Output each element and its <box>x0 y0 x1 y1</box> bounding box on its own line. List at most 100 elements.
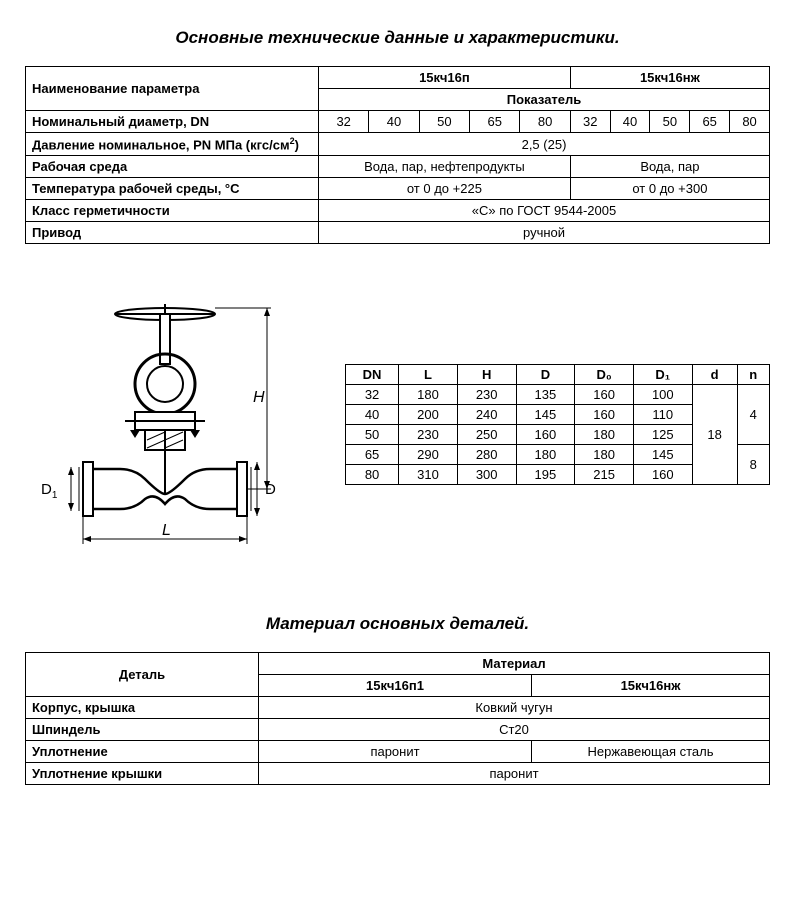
spec-cell: 65 <box>470 111 520 133</box>
dim-cell: 145 <box>633 444 692 464</box>
mat-model2-header: 15кч16нж <box>532 675 770 697</box>
specs-indicator-header: Показатель <box>319 89 770 111</box>
dim-d-cell: 18 <box>692 384 737 484</box>
dim-cell: 215 <box>575 464 634 484</box>
mat-label: Корпус, крышка <box>26 697 259 719</box>
dim-cell: 110 <box>633 404 692 424</box>
dim-D: D <box>265 481 276 498</box>
spec-cell: 80 <box>730 111 770 133</box>
spec-label: Давление номинальное, PN МПа (кгс/см2) <box>26 133 319 156</box>
spec-label: Температура рабочей среды, °С <box>26 178 319 200</box>
spec-value: 2,5 (25) <box>319 133 770 156</box>
spec-cell: 65 <box>690 111 730 133</box>
table-row: Давление номинальное, PN МПа (кгс/см2) 2… <box>26 133 770 156</box>
dim-cell: 160 <box>633 464 692 484</box>
spec-value: «С» по ГОСТ 9544-2005 <box>319 200 770 222</box>
table-row: Номинальный диаметр, DN 32 40 50 65 80 3… <box>26 111 770 133</box>
spec-cell: 50 <box>419 111 469 133</box>
dim-cell: 160 <box>575 404 634 424</box>
spec-label: Номинальный диаметр, DN <box>26 111 319 133</box>
dim-cell: 280 <box>457 444 516 464</box>
mat-part-header: Деталь <box>26 653 259 697</box>
dim-cell: 230 <box>399 424 458 444</box>
mat-material-header: Материал <box>259 653 770 675</box>
mat-value: Ковкий чугун <box>259 697 770 719</box>
mat-value: паронит <box>259 741 532 763</box>
dim-cell: 195 <box>516 464 575 484</box>
spec-value: Вода, пар <box>570 156 769 178</box>
materials-title: Материал основных деталей. <box>25 614 770 634</box>
table-row: 32 180 230 135 160 100 18 4 <box>346 384 770 404</box>
dim-header: H <box>457 364 516 384</box>
spec-cell: 80 <box>520 111 570 133</box>
dim-header: D₀ <box>575 364 634 384</box>
spec-cell: 32 <box>570 111 610 133</box>
dim-cell: 290 <box>399 444 458 464</box>
dim-cell: 180 <box>575 444 634 464</box>
dim-header: n <box>737 364 769 384</box>
dim-header: d <box>692 364 737 384</box>
table-row: Привод ручной <box>26 222 770 244</box>
spec-cell: 40 <box>610 111 650 133</box>
dim-cell: 32 <box>346 384 399 404</box>
mat-value: паронит <box>259 763 770 785</box>
dim-cell: 145 <box>516 404 575 424</box>
spec-label: Привод <box>26 222 319 244</box>
dim-cell: 135 <box>516 384 575 404</box>
valve-diagram: L H D D1 <box>25 294 305 554</box>
spec-label: Рабочая среда <box>26 156 319 178</box>
dim-cell: 160 <box>516 424 575 444</box>
dim-cell: 40 <box>346 404 399 424</box>
table-row: Шпиндель Ст20 <box>26 719 770 741</box>
table-row: Уплотнение крышки паронит <box>26 763 770 785</box>
table-row: Уплотнение паронит Нержавеющая сталь <box>26 741 770 763</box>
dim-cell: 300 <box>457 464 516 484</box>
dim-L: L <box>162 522 171 539</box>
dim-cell: 80 <box>346 464 399 484</box>
table-row: Класс герметичности «С» по ГОСТ 9544-200… <box>26 200 770 222</box>
dim-cell: 180 <box>575 424 634 444</box>
specs-model1-header: 15кч16п <box>319 67 571 89</box>
dim-D1: D1 <box>41 481 58 501</box>
dim-header: L <box>399 364 458 384</box>
dim-cell: 200 <box>399 404 458 424</box>
main-title: Основные технические данные и характерис… <box>25 28 770 48</box>
dim-cell: 250 <box>457 424 516 444</box>
spec-value: Вода, пар, нефтепродукты <box>319 156 571 178</box>
dim-cell: 310 <box>399 464 458 484</box>
mat-value: Ст20 <box>259 719 770 741</box>
spec-value: от 0 до +300 <box>570 178 769 200</box>
mat-value: Нержавеющая сталь <box>532 741 770 763</box>
dim-cell: 125 <box>633 424 692 444</box>
dim-n-cell: 4 <box>737 384 769 444</box>
dimensions-table: DN L H D D₀ D₁ d n 32 180 230 135 160 10… <box>345 364 770 485</box>
spec-value: ручной <box>319 222 770 244</box>
mat-model1-header: 15кч16п1 <box>259 675 532 697</box>
mat-label: Шпиндель <box>26 719 259 741</box>
specs-param-header: Наименование параметра <box>26 67 319 111</box>
dim-header: D₁ <box>633 364 692 384</box>
spec-cell: 40 <box>369 111 419 133</box>
dim-cell: 240 <box>457 404 516 424</box>
mat-label: Уплотнение <box>26 741 259 763</box>
dim-cell: 180 <box>516 444 575 464</box>
dim-cell: 100 <box>633 384 692 404</box>
dim-cell: 230 <box>457 384 516 404</box>
table-row: Корпус, крышка Ковкий чугун <box>26 697 770 719</box>
dim-n-cell: 8 <box>737 444 769 484</box>
dim-cell: 50 <box>346 424 399 444</box>
dim-cell: 160 <box>575 384 634 404</box>
specs-model2-header: 15кч16нж <box>570 67 769 89</box>
spec-cell: 50 <box>650 111 690 133</box>
spec-cell: 32 <box>319 111 369 133</box>
dim-H: H <box>253 389 265 406</box>
spec-label: Класс герметичности <box>26 200 319 222</box>
materials-table: Деталь Материал 15кч16п1 15кч16нж Корпус… <box>25 652 770 785</box>
specs-table: Наименование параметра 15кч16п 15кч16нж … <box>25 66 770 244</box>
table-row: Рабочая среда Вода, пар, нефтепродукты В… <box>26 156 770 178</box>
spec-value: от 0 до +225 <box>319 178 571 200</box>
mat-label: Уплотнение крышки <box>26 763 259 785</box>
dim-cell: 65 <box>346 444 399 464</box>
dim-cell: 180 <box>399 384 458 404</box>
table-row: Температура рабочей среды, °С от 0 до +2… <box>26 178 770 200</box>
